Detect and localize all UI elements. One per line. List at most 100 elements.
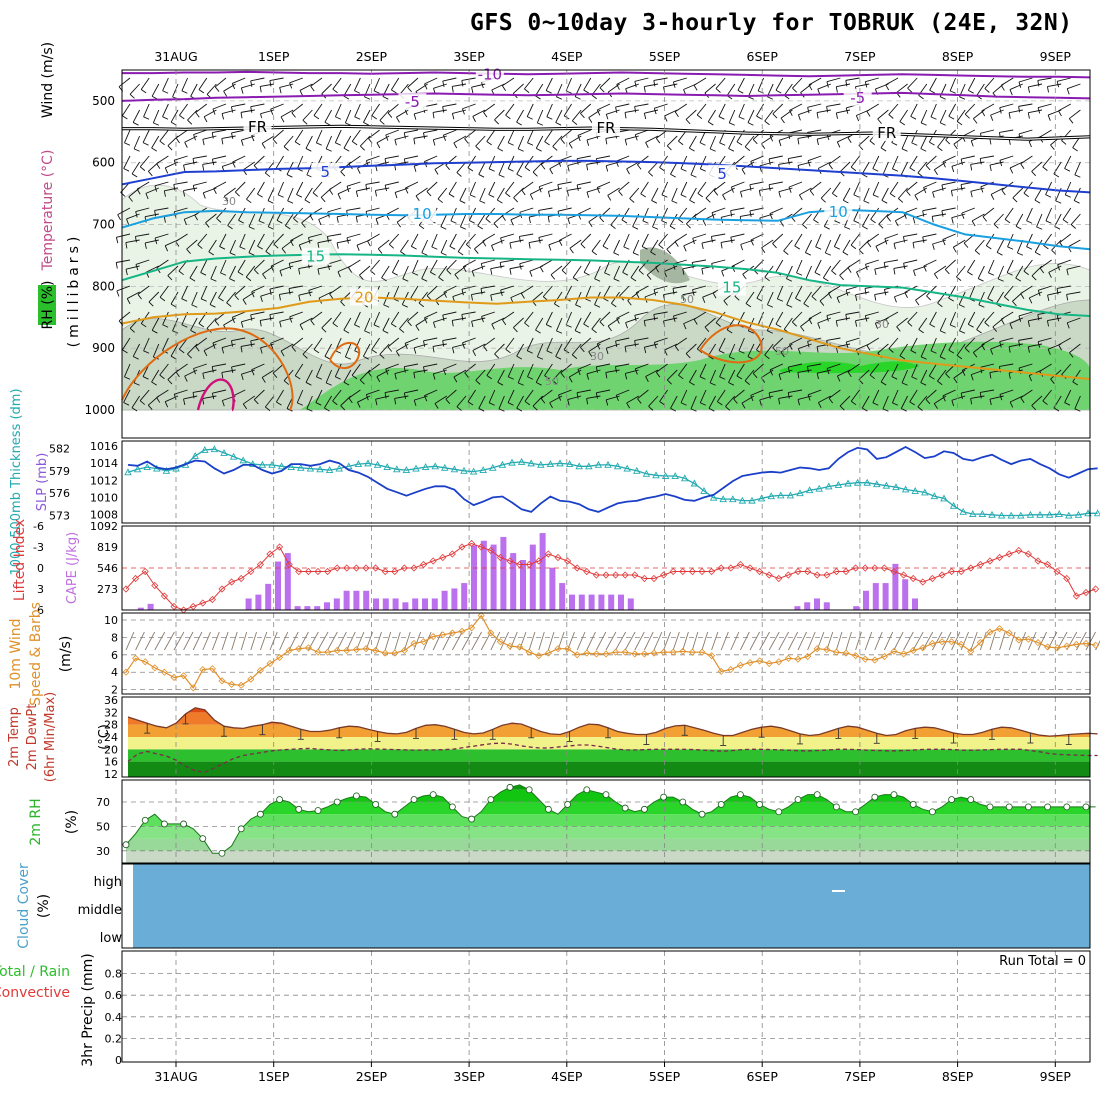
wind-barb-flag <box>430 271 436 276</box>
wind-barb <box>891 363 899 377</box>
wind-barb-flag <box>741 402 746 409</box>
wind-barb <box>442 311 457 316</box>
wind-barb <box>697 181 707 194</box>
wind-barb <box>820 187 832 199</box>
rh-point <box>698 810 706 818</box>
wind-barb-flag <box>126 218 130 225</box>
wind-barb-flag <box>883 262 886 269</box>
wind-barb <box>900 161 909 175</box>
wind-barb <box>546 103 553 118</box>
wind-barb-flag <box>569 247 574 254</box>
thickness-point <box>201 446 209 453</box>
wind-barb <box>813 207 822 220</box>
wind-barb-flag <box>231 83 236 90</box>
thickness-point <box>258 460 267 468</box>
wind-barb-flag <box>198 323 205 328</box>
wind-barb-flag <box>769 213 773 220</box>
wind-barb <box>637 155 649 166</box>
lifted-index-point <box>468 539 476 548</box>
wind-barb <box>1057 77 1071 82</box>
wind-barb <box>621 207 630 221</box>
wind-barb-flag <box>664 115 668 122</box>
rh-band <box>126 814 1090 827</box>
pressure-tick-label: 900 <box>92 341 115 355</box>
wind-barb <box>516 343 524 357</box>
wind-barb <box>699 363 707 377</box>
wind-barb <box>999 155 1014 161</box>
wind-barb <box>877 343 889 354</box>
wind-barb <box>858 135 870 146</box>
wind-barb <box>327 207 342 213</box>
wind-barb <box>644 83 659 88</box>
wind-barb <box>865 77 879 83</box>
wind-barb <box>885 77 899 86</box>
wind-barb <box>914 187 928 196</box>
wind-barb <box>1074 395 1081 410</box>
rh-point <box>372 801 380 808</box>
wind-barb-flag <box>156 163 161 169</box>
wind-barb-flag <box>365 394 369 401</box>
wind-barb <box>371 337 380 350</box>
surface-wind-barb <box>807 631 816 651</box>
wind-barb-flag <box>240 374 244 380</box>
wind-barb-flag <box>715 88 721 93</box>
wind-barb-flag <box>250 106 253 113</box>
wind-barb <box>934 395 947 404</box>
wind-barb <box>365 207 380 212</box>
wind-barb-flag <box>850 400 857 406</box>
wind-barb-flag <box>226 302 232 307</box>
wind-speed-point <box>1015 636 1023 644</box>
wind-barb-flag <box>605 165 609 172</box>
wind-barb-flag <box>659 167 665 172</box>
wind-barb <box>502 311 515 321</box>
wind-barb-flag <box>529 271 533 277</box>
wind-barb-flag <box>394 398 397 405</box>
wind-barb <box>203 343 217 352</box>
wind-barb <box>557 181 572 185</box>
wind-barb-flag <box>133 382 140 386</box>
wind-barb-flag <box>692 238 695 245</box>
wind-barb <box>197 233 208 245</box>
wind-barb-flag <box>195 346 200 352</box>
wind-speed-point <box>506 642 514 650</box>
wind-barb <box>390 311 400 325</box>
thickness-point <box>911 487 919 494</box>
wind-barb <box>359 135 371 147</box>
wind-speed-point <box>861 655 869 663</box>
wind-barb-flag <box>580 243 586 249</box>
wind-barb-flag <box>653 80 656 87</box>
wind-speed-point <box>660 648 668 656</box>
wind-tick-label: 4 <box>111 666 118 679</box>
wind-barb <box>524 77 534 90</box>
wind-barb-flag <box>354 116 361 120</box>
wind-barb-flag <box>356 245 360 251</box>
wind-barb <box>788 181 803 188</box>
wind-barb <box>783 239 793 252</box>
wind-barb-flag <box>278 294 281 301</box>
wind-barb <box>482 233 496 242</box>
lifted-index-point <box>727 564 735 572</box>
wind-barb <box>982 207 995 217</box>
wind-barb-flag <box>661 220 668 224</box>
wind-barb <box>1026 207 1033 221</box>
wind-barb <box>635 129 649 136</box>
wind-barb <box>343 317 352 331</box>
wind-barb <box>874 291 889 296</box>
wind-barb <box>951 213 966 219</box>
wind-barb-flag <box>959 330 966 334</box>
wind-barb-flag <box>257 193 263 198</box>
surface-wind-barb <box>778 631 789 651</box>
wind-barb-flag <box>652 226 659 230</box>
cape-bar <box>480 540 487 610</box>
wind-barb-flag <box>888 348 894 353</box>
wind-barb <box>243 395 256 405</box>
wind-barb <box>804 239 813 253</box>
wind-barb-flag <box>240 346 243 353</box>
wind-barb <box>577 207 591 215</box>
wind-barb-flag <box>772 243 777 249</box>
wind-barb <box>788 389 803 394</box>
lifted-index-point <box>247 567 255 576</box>
isotherm-25c <box>699 324 763 364</box>
wind-barb-flag <box>421 252 428 256</box>
wind-barb <box>500 285 515 291</box>
